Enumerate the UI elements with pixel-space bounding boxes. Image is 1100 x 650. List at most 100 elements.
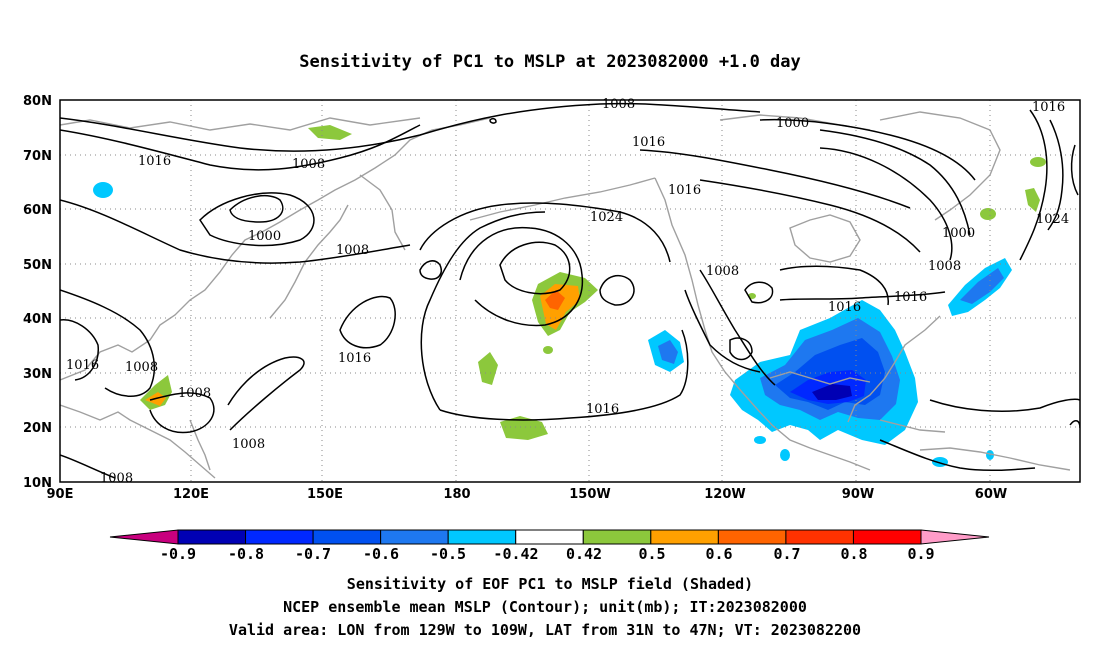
mslp-contour	[779, 265, 889, 306]
longitude-tick-label: 180	[443, 487, 470, 502]
mslp-contour	[419, 202, 671, 263]
positive-sensitivity-region	[140, 375, 172, 410]
contour-label: 1016	[138, 154, 171, 169]
longitude-tick-label: 150E	[307, 487, 343, 502]
colorbar-tick-label: -0.8	[228, 545, 264, 563]
mslp-contour	[819, 147, 953, 261]
mslp-contour	[879, 439, 1036, 472]
latitude-tick-label: 30N	[23, 367, 52, 382]
colorbar-swatch	[245, 529, 314, 545]
mslp-contour	[60, 102, 761, 152]
mslp-contour	[699, 269, 776, 386]
alaska-coastline	[469, 177, 656, 221]
mslp-contour	[60, 454, 116, 479]
longitude-tick-label: 120W	[704, 487, 745, 502]
mslp-contour	[339, 295, 396, 349]
colorbar-tick-label: 0.8	[840, 545, 867, 563]
positive-sensitivity-region	[1030, 157, 1046, 167]
colorbar-swatch	[582, 529, 652, 545]
footer-line-2: NCEP ensemble mean MSLP (Contour); unit(…	[283, 598, 807, 616]
longitude-tick-label: 150W	[569, 487, 610, 502]
mslp-contour	[60, 289, 156, 397]
mslp-contour	[684, 289, 761, 373]
positive-sensitivity-region	[980, 208, 996, 220]
contour-label: 1008	[232, 437, 265, 452]
kamchatka-outline	[359, 174, 406, 251]
colorbar-swatch	[177, 529, 247, 545]
colorbar-tick-label: -0.5	[430, 545, 466, 563]
mslp-contour	[729, 337, 753, 361]
contour-label: 1000	[776, 116, 809, 131]
negative-sensitivity-region	[780, 449, 790, 461]
latitude-tick-label: 50N	[23, 258, 52, 273]
colorbar-tick-label: -0.7	[295, 545, 331, 563]
figure-title: Sensitivity of PC1 to MSLP at 2023082000…	[299, 52, 801, 72]
contour-label: 1016	[668, 183, 701, 198]
mslp-contour	[229, 194, 284, 223]
colorbar-swatches	[109, 529, 990, 545]
positive-sensitivity-region	[478, 352, 498, 385]
positive-sensitivity-region	[500, 416, 548, 440]
mslp-contour	[1070, 144, 1079, 196]
longitude-tick-label: 90E	[47, 487, 74, 502]
contour-label: 1008	[292, 157, 325, 172]
arctic-coast	[60, 117, 421, 131]
colorbar-tick-label: -0.6	[363, 545, 399, 563]
mslp-contour	[60, 124, 421, 171]
mslp-contour	[60, 199, 411, 264]
latitude-tick-label: 40N	[23, 312, 52, 327]
north-america-east-coast	[847, 315, 941, 423]
contour-label: 1016	[1032, 100, 1065, 115]
colorbar-swatch	[312, 529, 382, 545]
positive-sensitivity-region	[308, 125, 352, 140]
latitude-axis: 80N 70N 60N 50N 40N 30N 20N 10N	[23, 94, 52, 491]
contour-labels: 1016 1008 1000 1008 1016 1008 1008 1008 …	[66, 97, 1069, 486]
mslp-contour	[819, 129, 971, 236]
negative-sensitivity-region	[658, 340, 678, 364]
negative-sensitivity-region	[960, 268, 1004, 304]
colorbar-tick-label: 0.5	[638, 545, 665, 563]
mslp-contour	[1019, 109, 1048, 261]
mslp-contour	[199, 192, 315, 247]
footer-line-1: Sensitivity of EOF PC1 to MSLP field (Sh…	[347, 575, 753, 593]
latitude-tick-label: 20N	[23, 421, 52, 436]
colorbar-swatch	[785, 529, 854, 545]
contour-label: 1008	[178, 386, 211, 401]
negative-sensitivity-region	[93, 182, 113, 198]
longitude-axis: 90E 120E 150E 180 150W 120W 90W 60W	[47, 487, 1008, 502]
contour-label: 1024	[1036, 212, 1069, 227]
colorbar-tick-label: 0.9	[907, 545, 934, 563]
mslp-contour	[759, 118, 976, 181]
colorbar-tick-label: -0.9	[160, 545, 196, 563]
japan-outline	[269, 204, 349, 319]
colorbar-swatch	[515, 529, 584, 545]
mslp-contour	[699, 179, 921, 253]
mslp-contour	[1047, 119, 1064, 231]
latitude-tick-label: 80N	[23, 94, 52, 109]
colorbar-tick-label: -0.42	[493, 545, 538, 563]
positive-sensitivity-region	[1025, 188, 1040, 212]
greenland-outline	[879, 111, 1001, 221]
contour-label: 1000	[942, 226, 975, 241]
hudson-bay-outline	[789, 214, 861, 263]
mslp-contour	[929, 398, 1080, 412]
colorbar-swatch	[920, 529, 990, 545]
contour-label: 1024	[590, 210, 623, 225]
philippines-outline	[189, 419, 211, 471]
negative-sensitivity-region	[754, 436, 766, 444]
mslp-contour	[599, 274, 635, 306]
mslp-contour	[149, 392, 215, 434]
longitude-tick-label: 60W	[975, 487, 1007, 502]
contour-label: 1008	[100, 471, 133, 486]
colorbar-tick-label: 0.42	[566, 545, 602, 563]
contour-label: 1016	[338, 351, 371, 366]
longitude-tick-label: 120E	[173, 487, 209, 502]
positive-sensitivity-region	[543, 346, 553, 354]
latitude-tick-label: 70N	[23, 149, 52, 164]
latitude-tick-label: 10N	[23, 476, 52, 491]
central-america	[809, 447, 871, 471]
mslp-contour	[227, 356, 305, 431]
positive-sensitivity-region	[545, 290, 565, 310]
mslp-contour	[420, 211, 546, 411]
